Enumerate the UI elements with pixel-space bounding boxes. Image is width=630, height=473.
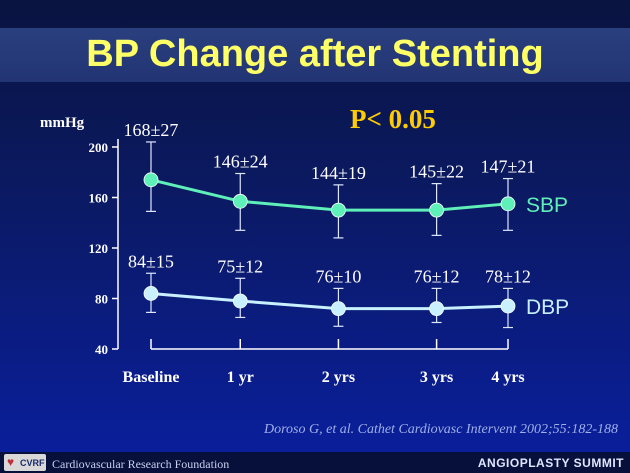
series-name-label: DBP — [526, 296, 569, 319]
cvrf-logo — [4, 454, 46, 471]
data-label: 146±24 — [213, 152, 268, 172]
y-ticks: 40 80 120 160 200 — [89, 140, 118, 357]
series-dbp: 84±15 75±12 76±10 76±12 78±12 DBP — [128, 251, 569, 329]
data-point — [143, 286, 159, 301]
data-point — [500, 298, 516, 314]
series-line — [150, 178, 509, 212]
series-sbp: 168±27 146±24 144±19 145±22 147±21 SBP — [124, 120, 568, 239]
series-line — [150, 291, 509, 311]
data-point — [331, 301, 346, 317]
summit-name: ANGIOPLASTY SUMMIT — [477, 456, 624, 470]
x-ticks: Baseline 1 yr 2 yrs 3 yrs 4 yrs — [123, 339, 525, 386]
data-label: 145±22 — [409, 162, 464, 182]
x-tick-label: 2 yrs — [322, 369, 355, 386]
y-tick-label: 160 — [89, 191, 109, 206]
title-bar — [0, 28, 630, 82]
data-point — [331, 202, 346, 218]
p-value-label: P< 0.05 — [350, 104, 436, 134]
x-tick-label: 4 yrs — [491, 369, 524, 386]
data-point — [429, 202, 445, 218]
data-label: 78±12 — [485, 266, 531, 286]
data-label: 168±27 — [124, 120, 179, 140]
data-point — [143, 172, 159, 188]
logo-text: CVRF — [20, 458, 45, 468]
data-point — [232, 193, 248, 209]
y-tick-label: 80 — [95, 292, 108, 307]
footer-bar — [0, 452, 630, 473]
x-tick-label: 3 yrs — [420, 369, 453, 386]
series-name-label: SBP — [526, 194, 568, 217]
data-label: 75±12 — [217, 256, 263, 276]
citation: Doroso G, et al. Cathet Cardiovasc Inter… — [264, 422, 618, 437]
x-tick-label: 1 yr — [227, 369, 254, 386]
data-point — [232, 293, 248, 309]
heart-icon: ♥ — [7, 455, 15, 469]
y-axis-label: mmHg — [40, 115, 85, 131]
data-label: 76±12 — [414, 266, 460, 286]
data-label: 147±21 — [481, 157, 536, 177]
data-label: 76±10 — [315, 266, 361, 286]
slide-title: BP Change after Stenting — [86, 33, 544, 75]
y-tick-label: 200 — [89, 140, 109, 155]
data-label: 84±15 — [128, 251, 174, 271]
data-label: 144±19 — [311, 163, 366, 183]
data-point — [500, 196, 516, 212]
data-point — [429, 301, 445, 317]
foundation-name: Cardiovascular Research Foundation — [52, 457, 230, 471]
x-tick-label: Baseline — [123, 369, 180, 386]
series-group: 168±27 146±24 144±19 145±22 147±21 SBP 84±15 75… — [124, 120, 569, 329]
y-tick-label: 40 — [95, 342, 108, 357]
y-tick-label: 120 — [89, 241, 109, 256]
